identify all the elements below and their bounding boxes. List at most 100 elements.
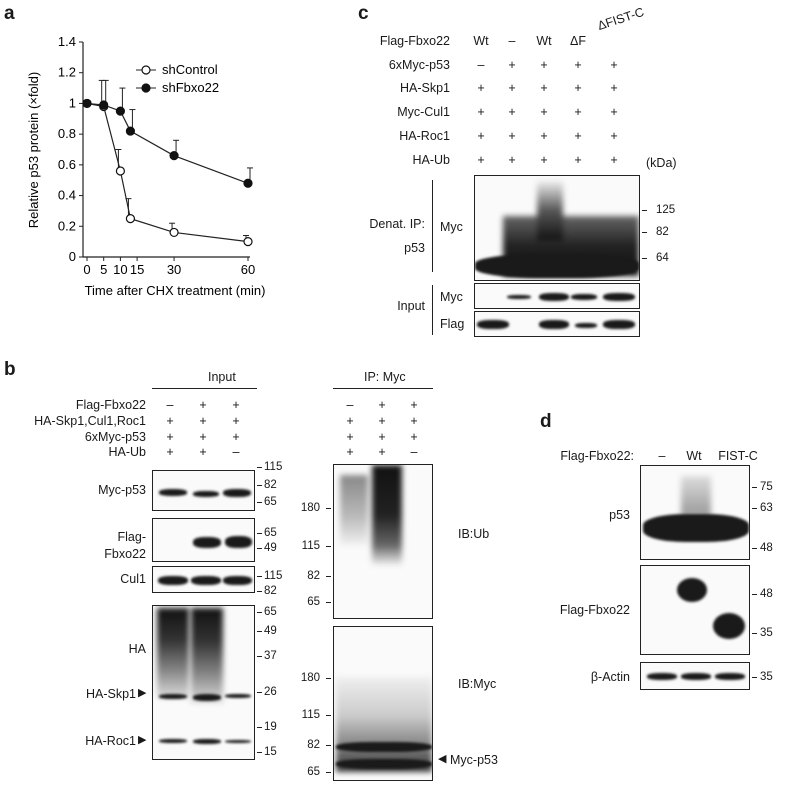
- y-tick-label: 1.4: [58, 34, 76, 49]
- mw-marker: 115: [264, 461, 283, 473]
- blot-d-actin: [640, 662, 750, 690]
- data-point: [169, 151, 179, 161]
- mw-marker: 49: [264, 625, 277, 637]
- condition-sign: +: [378, 445, 386, 459]
- blot-d-p53: [640, 465, 750, 560]
- mw-tick: [752, 594, 757, 595]
- condition-value: –: [508, 34, 516, 48]
- mw-tick: [257, 727, 262, 728]
- data-point: [125, 214, 136, 224]
- panel-label-a: a: [4, 3, 15, 24]
- mw-marker: 180: [300, 502, 320, 514]
- mw-tick: [752, 487, 757, 488]
- mw-tick: [326, 546, 331, 547]
- condition-value: FIST-C: [718, 449, 758, 463]
- condition-sign: +: [199, 445, 207, 459]
- mw-tick: [752, 548, 757, 549]
- mw-marker: 48: [760, 588, 773, 600]
- blot-input-myc: [474, 283, 640, 309]
- mw-marker: 26: [264, 686, 277, 698]
- y-tick-label: 0.2: [58, 218, 76, 233]
- mw-tick: [257, 533, 262, 534]
- mw-tick: [326, 745, 331, 746]
- mw-tick: [257, 656, 262, 657]
- mw-tick: [326, 602, 331, 603]
- x-tick-label: 15: [130, 262, 144, 277]
- y-tick-label: 0: [69, 249, 76, 264]
- mw-tick: [257, 548, 262, 549]
- mw-tick: [642, 258, 647, 259]
- input-label: Input: [397, 299, 425, 313]
- blot-label: HA: [128, 642, 146, 656]
- condition-value: Wt: [686, 449, 702, 463]
- data-point: [115, 166, 126, 176]
- panel-label-b: b: [4, 359, 16, 380]
- condition-sign: +: [199, 398, 207, 412]
- mw-marker: 180: [300, 672, 320, 684]
- mw-tick: [326, 715, 331, 716]
- condition-value: +: [540, 153, 548, 167]
- condition-label: Flag-Fbxo22: [379, 34, 450, 48]
- data-point: [169, 227, 179, 238]
- condition-sign: +: [378, 414, 386, 428]
- kda-label: (kDa): [646, 156, 677, 170]
- condition-value: Wt: [473, 34, 489, 48]
- x-tick-label: 5: [100, 262, 107, 277]
- mw-marker: 64: [656, 252, 669, 264]
- blot-label: Myc-p53: [98, 483, 146, 497]
- mw-marker: 75: [760, 481, 773, 493]
- p53-stability-chart: 00.20.40.60.811.21.40 5 10 15 30 60 shControl…: [26, 34, 265, 298]
- blot-ha: [152, 605, 255, 760]
- blot-label: HA-Skp1: [85, 687, 136, 701]
- condition-value: +: [610, 153, 618, 167]
- condition-value: +: [610, 81, 618, 95]
- mw-tick: [326, 508, 331, 509]
- condition-value: ΔF: [570, 34, 586, 48]
- blot-label-input-flag: Flag: [440, 317, 465, 331]
- condition-value: +: [610, 58, 618, 72]
- mw-tick: [257, 502, 262, 503]
- arrow-icon: ▶: [138, 687, 147, 699]
- condition-value: –: [477, 58, 485, 72]
- mw-marker: 82: [656, 226, 669, 238]
- mw-marker: 15: [264, 746, 277, 758]
- condition-sign: +: [378, 398, 386, 412]
- condition-value: +: [540, 58, 548, 72]
- blot-label: Flag-Fbxo22: [559, 603, 630, 617]
- condition-value: +: [508, 105, 516, 119]
- data-point: [125, 126, 136, 136]
- input-header-underline: [152, 388, 257, 389]
- blot-denat-ip-myc: [474, 175, 640, 281]
- condition-sign: +: [166, 430, 174, 444]
- condition-value: +: [540, 129, 548, 143]
- blot-d-flag-fbxo22: [640, 565, 750, 655]
- condition-value: Wt: [536, 34, 552, 48]
- condition-sign: +: [232, 430, 240, 444]
- mw-marker: 19: [264, 721, 277, 733]
- mw-tick: [326, 772, 331, 773]
- input-header: Input: [208, 370, 236, 384]
- blot-input-flag: [474, 311, 640, 337]
- blot-label: Flag-: [117, 530, 146, 544]
- arrow-icon: ◀: [438, 753, 447, 765]
- mw-marker: 63: [760, 502, 773, 514]
- panel-label-d: d: [540, 411, 552, 432]
- y-tick-label: 0.4: [58, 188, 76, 203]
- mw-tick: [257, 692, 262, 693]
- condition-value: +: [610, 129, 618, 143]
- condition-sign: –: [232, 445, 240, 459]
- myc-p53-arrow-label: Myc-p53: [450, 753, 498, 767]
- blot-label-ib-ub: IB:Ub: [458, 527, 490, 541]
- legend-marker: [141, 65, 151, 75]
- mw-tick: [257, 485, 262, 486]
- condition-sign: +: [232, 414, 240, 428]
- condition-sign: +: [199, 430, 207, 444]
- panel-label-c: c: [358, 3, 369, 24]
- series-line: [86, 102, 249, 184]
- denat-ip-label: Denat. IP:: [369, 217, 425, 231]
- mw-tick: [257, 631, 262, 632]
- mw-marker: 82: [264, 479, 277, 491]
- data-point: [82, 98, 92, 109]
- ip-header-underline: [333, 388, 433, 389]
- mw-marker: 82: [264, 585, 277, 597]
